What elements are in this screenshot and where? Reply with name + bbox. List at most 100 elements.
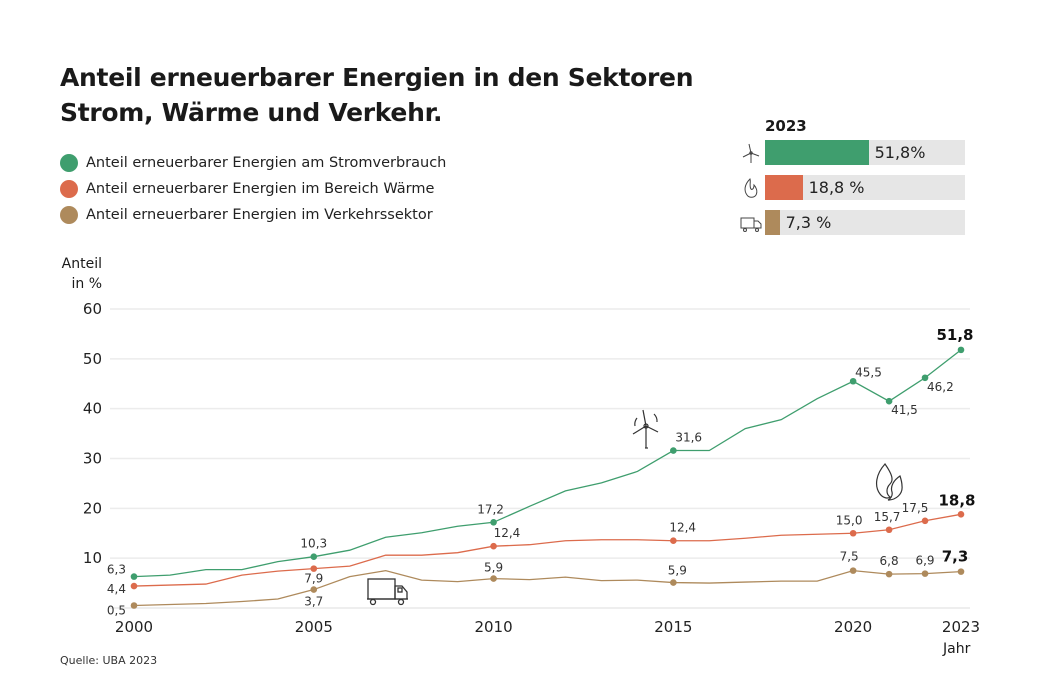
data-point: [670, 579, 677, 586]
series-line-0: [133, 349, 962, 578]
legend-dot-icon: [60, 154, 78, 172]
legend-dot-icon: [60, 206, 78, 224]
y-axis-label-line-1: Anteil: [61, 256, 102, 272]
data-point: [849, 377, 857, 385]
data-label: 5,9: [668, 564, 687, 578]
wind-turbine-icon: [632, 409, 659, 449]
data-point: [490, 518, 497, 526]
chart-title: Anteil erneuerbarer Energien in den Sekt…: [60, 60, 694, 130]
data-point: [130, 573, 138, 580]
data-point: [310, 553, 318, 560]
data-label: 5,9: [484, 561, 503, 575]
data-label: 6,8: [880, 554, 899, 568]
summary-value: 51,8%: [874, 143, 926, 162]
x-axis-label: Jahr: [943, 641, 971, 657]
y-tick-label: 60: [83, 300, 102, 318]
x-tick-label: 2010: [474, 618, 512, 636]
x-tick-label: 2005: [295, 618, 333, 636]
legend-label: Anteil erneuerbarer Energien am Stromver…: [86, 155, 447, 171]
source-note: Quelle: UBA 2023: [60, 654, 158, 667]
data-label: 0,5: [107, 604, 126, 618]
summary-value: 18,8 %: [808, 178, 865, 197]
summary-track: 7,3 %: [765, 210, 965, 235]
x-tick-label: 2015: [654, 618, 692, 636]
data-point: [957, 568, 965, 575]
legend-label: Anteil erneuerbarer Energien im Bereich …: [86, 181, 435, 197]
summary-track: 18,8 %: [765, 175, 965, 200]
summary-track: 51,8%: [765, 140, 965, 165]
summary-row-waerme: 18,8 %: [738, 175, 968, 200]
legend-item-waerme: Anteil erneuerbarer Energien im Bereich …: [60, 176, 446, 202]
data-label: 12,4: [494, 526, 521, 540]
data-point: [849, 529, 857, 537]
truck-icon: [740, 217, 762, 232]
data-label: 6,9: [915, 554, 934, 568]
data-point: [310, 565, 318, 572]
title-line-1: Anteil erneuerbarer Energien in den Sekt…: [60, 63, 694, 92]
data-label: 7,3: [942, 548, 969, 566]
x-tick-label: 2000: [115, 618, 153, 636]
summary-row-verkehr: 7,3 %: [738, 210, 968, 235]
y-axis-label: Anteil in %: [56, 254, 102, 294]
data-label: 4,4: [107, 582, 126, 596]
data-label: 12,4: [669, 521, 696, 535]
summary-row-strom: 51,8%: [738, 140, 968, 165]
summary-bar-verkehr: [765, 210, 780, 235]
data-point: [670, 537, 677, 545]
data-label: 10,3: [300, 537, 327, 551]
legend-item-verkehr: Anteil erneuerbarer Energien im Verkehrs…: [60, 202, 446, 228]
data-label: 31,6: [675, 431, 702, 445]
data-label: 46,2: [927, 380, 954, 394]
data-label: 18,8: [938, 491, 975, 509]
flame-icon: [744, 178, 758, 198]
data-point: [490, 575, 497, 582]
data-point: [921, 570, 929, 577]
y-tick-label: 20: [83, 499, 102, 517]
data-label: 17,5: [902, 501, 929, 515]
data-label: 15,0: [836, 513, 863, 527]
summary-value: 7,3 %: [785, 213, 832, 232]
data-label: 45,5: [855, 365, 882, 379]
y-tick-label: 10: [83, 549, 102, 567]
data-label: 7,5: [840, 550, 859, 564]
data-point: [490, 542, 497, 550]
legend: Anteil erneuerbarer Energien am Stromver…: [60, 150, 446, 228]
data-label: 6,3: [107, 563, 126, 577]
data-point: [849, 567, 857, 574]
wind-turbine-icon: [742, 143, 760, 163]
data-point: [670, 447, 677, 454]
y-tick-label: 50: [83, 350, 102, 368]
data-point: [885, 397, 893, 405]
x-tick-label: 2020: [834, 618, 872, 636]
y-tick-label: 40: [83, 400, 102, 418]
data-label: 7,9: [304, 572, 323, 586]
data-point: [885, 526, 893, 534]
title-line-2: Strom, Wärme und Verkehr.: [60, 98, 443, 127]
flame-icon: [875, 463, 903, 501]
summary-bar-strom: [765, 140, 869, 165]
data-label: 17,2: [477, 502, 504, 516]
data-point: [957, 511, 965, 518]
data-label: 51,8: [936, 326, 973, 344]
data-point: [310, 586, 318, 593]
data-label: 15,7: [874, 510, 901, 524]
legend-label: Anteil erneuerbarer Energien im Verkehrs…: [86, 207, 433, 223]
y-axis-label-line-2: in %: [71, 276, 102, 292]
series-line-1: [133, 513, 962, 587]
summary-year: 2023: [765, 117, 807, 135]
data-point: [957, 346, 965, 354]
summary-bar-waerme: [765, 175, 803, 200]
x-tick-label: 2023: [942, 618, 980, 636]
data-point: [885, 570, 893, 578]
y-tick-label: 30: [83, 450, 102, 468]
data-point: [921, 374, 929, 382]
data-point: [921, 517, 929, 525]
truck-icon: [367, 578, 408, 606]
legend-item-strom: Anteil erneuerbarer Energien am Stromver…: [60, 150, 446, 176]
data-point: [130, 582, 138, 590]
legend-dot-icon: [60, 180, 78, 198]
data-label: 41,5: [891, 403, 918, 417]
series-line-2: [133, 569, 962, 607]
data-label: 3,7: [304, 595, 323, 609]
